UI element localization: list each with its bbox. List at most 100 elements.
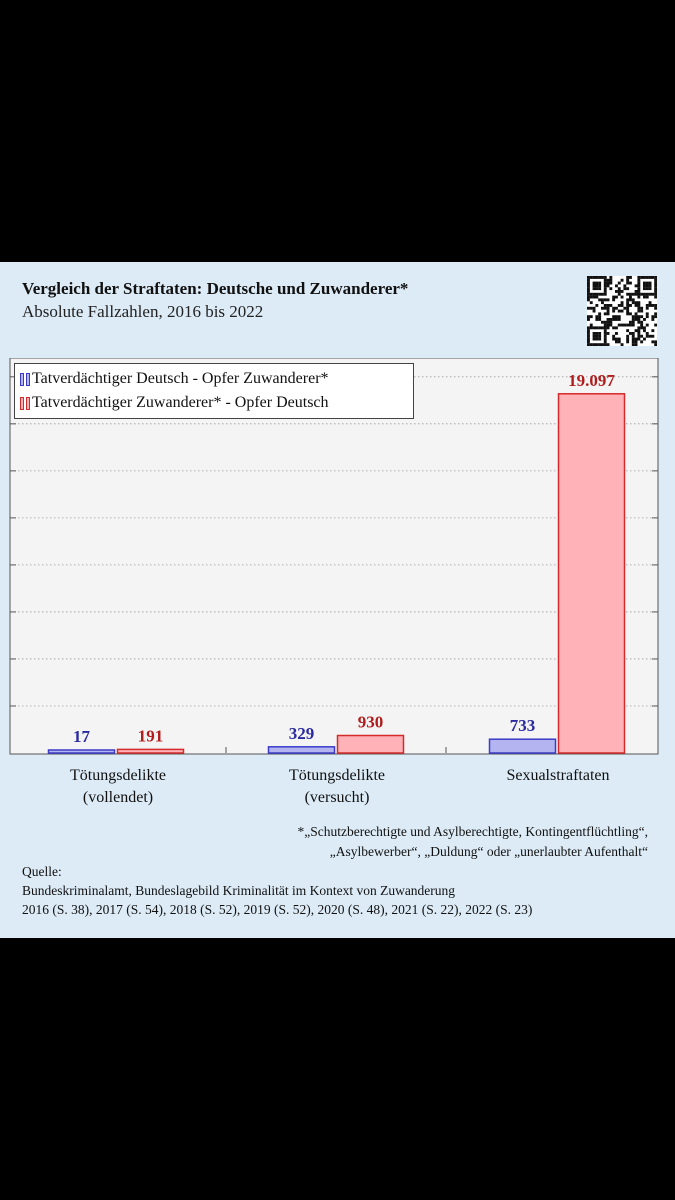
qr-module <box>643 281 646 285</box>
qr-module <box>654 290 657 293</box>
qr-module <box>626 329 630 333</box>
x-tick-label-line: Tötungsdelikte <box>70 767 166 784</box>
source-heading: Quelle: <box>22 864 62 879</box>
qr-module <box>595 281 599 285</box>
qr-module <box>637 281 641 285</box>
qr-module <box>606 318 610 321</box>
qr-module <box>603 323 607 327</box>
qr-module <box>603 298 607 302</box>
x-tick-label: Tötungsdelikte (versucht) <box>237 765 437 809</box>
qr-module <box>634 290 638 293</box>
qr-module <box>612 334 616 338</box>
qr-module <box>637 326 641 330</box>
qr-module <box>637 290 641 293</box>
qr-module <box>606 278 610 282</box>
qr-module <box>645 284 649 288</box>
qr-module <box>612 326 616 330</box>
qr-module <box>654 343 657 346</box>
value-labels: 17 329 733 191 930 19.097 <box>73 371 615 746</box>
qr-module <box>615 332 618 335</box>
qr-module <box>629 323 632 327</box>
qr-module <box>609 276 613 279</box>
qr-module <box>629 281 632 285</box>
qr-module <box>631 337 635 341</box>
qr-module <box>598 292 602 296</box>
qr-module <box>620 323 624 327</box>
qr-module <box>589 315 593 319</box>
qr-module <box>592 343 596 346</box>
qr-module <box>626 304 630 307</box>
qr-module <box>637 320 641 324</box>
qr-module <box>615 295 618 299</box>
qr-module <box>603 337 607 341</box>
qr-module <box>601 326 604 330</box>
qr-module <box>631 301 635 305</box>
qr-module <box>626 287 630 291</box>
qr-module <box>645 306 649 310</box>
qr-module <box>651 292 655 296</box>
infographic-panel: Vergleich der Straftaten: Deutsche und Z… <box>0 262 675 938</box>
qr-module <box>617 340 621 344</box>
qr-module <box>654 276 657 279</box>
qr-module <box>631 292 635 296</box>
qr-module <box>606 326 610 330</box>
qr-module <box>603 320 607 324</box>
qr-module <box>592 332 596 335</box>
qr-module <box>643 284 646 288</box>
chart-title: Vergleich der Straftaten: Deutsche und Z… <box>22 279 409 298</box>
qr-module <box>598 343 602 346</box>
qr-module <box>595 343 599 346</box>
qr-module <box>609 323 613 327</box>
qr-module <box>609 318 613 321</box>
qr-module <box>651 276 655 279</box>
legend-swatch-immigrant-suspect-2 <box>26 396 30 410</box>
qr-module <box>617 292 621 296</box>
qr-module <box>603 332 607 335</box>
qr-module <box>629 292 632 296</box>
qr-module <box>617 337 621 341</box>
qr-module <box>615 318 618 321</box>
qr-module <box>606 332 610 335</box>
qr-module <box>587 343 590 346</box>
qr-module <box>640 306 644 310</box>
qr-module <box>643 292 646 296</box>
qr-module <box>598 337 602 341</box>
legend-swatch-immigrant-suspect <box>20 396 24 410</box>
qr-module <box>629 332 632 335</box>
qr-module <box>631 332 635 335</box>
qr-module <box>592 337 596 341</box>
qr-module <box>606 284 610 288</box>
legend-item-german-suspect: Tatverdächtiger Deutsch - Opfer Zuwander… <box>20 368 329 390</box>
qr-module <box>637 318 641 321</box>
qr-module <box>645 292 649 296</box>
qr-module <box>640 315 644 319</box>
qr-module <box>587 298 590 302</box>
qr-module <box>603 276 607 279</box>
qr-module <box>654 284 657 288</box>
qr-module <box>645 334 649 338</box>
qr-module <box>640 323 644 327</box>
qr-module <box>634 304 638 307</box>
qr-module <box>606 309 610 313</box>
qr-module <box>654 306 657 310</box>
footnote: *„Schutzberechtigte und Asylberechtigte,… <box>200 822 648 862</box>
qr-module <box>620 301 624 305</box>
qr-module <box>643 337 646 341</box>
x-tick-label-line: (vollendet) <box>82 789 154 806</box>
qr-module <box>645 312 649 316</box>
qr-module <box>620 343 624 346</box>
bar-value-label: 17 <box>73 727 91 746</box>
qr-module <box>603 312 607 316</box>
qr-module <box>626 301 630 305</box>
qr-module <box>634 329 638 333</box>
qr-module <box>615 326 618 330</box>
qr-module <box>640 292 644 296</box>
qr-module <box>617 287 621 291</box>
x-tick-label: Tötungsdelikte (vollendet) <box>18 765 218 809</box>
qr-module <box>626 340 630 344</box>
qr-module <box>589 276 593 279</box>
qr-module <box>615 290 618 293</box>
qr-module <box>648 284 652 288</box>
qr-module <box>603 343 607 346</box>
qr-module <box>643 287 646 291</box>
